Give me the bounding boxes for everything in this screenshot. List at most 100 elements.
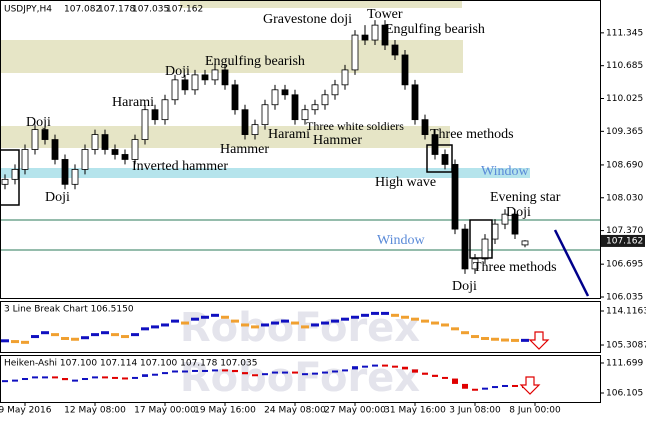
- zone: [0, 40, 463, 73]
- pattern-box: [469, 219, 493, 259]
- annotation: Doji: [45, 190, 70, 205]
- line-break-mark: [431, 321, 439, 325]
- y-tick-label: 110.025: [606, 94, 643, 104]
- annotation: Inverted hammer: [132, 159, 228, 174]
- heiken-ashi-bar: [292, 371, 298, 374]
- annotation: Window: [481, 164, 530, 179]
- heiken-ashi-bar: [32, 376, 38, 379]
- candle-body: [121, 154, 129, 160]
- header-low: 107.035: [132, 5, 169, 15]
- line-break-mark: [411, 317, 419, 321]
- line-break-mark: [151, 325, 159, 329]
- candle-body: [81, 149, 89, 170]
- line-break-mark: [351, 315, 359, 319]
- heiken-ashi-bar: [182, 370, 188, 373]
- line-break-mark: [461, 331, 469, 335]
- candle-body: [21, 149, 29, 170]
- watermark: RoboForex: [180, 355, 420, 401]
- annotation: Doji: [452, 279, 477, 294]
- heiken-ashi-bar: [162, 372, 168, 375]
- candle-body: [231, 84, 239, 111]
- line-break-mark: [91, 333, 99, 337]
- candle-body: [61, 159, 69, 185]
- price-label-box: [601, 234, 645, 247]
- candle-body: [11, 169, 19, 180]
- annotation: Three white soldiers: [306, 119, 404, 133]
- heiken-ashi-bar: [432, 374, 438, 377]
- candle-body: [411, 84, 419, 121]
- line-break-mark: [1, 339, 9, 343]
- candle-body: [371, 24, 379, 41]
- line-break-mark: [331, 319, 339, 323]
- arrow-icon: [528, 331, 550, 350]
- candle-body: [181, 79, 189, 91]
- candle-body: [501, 213, 509, 225]
- heiken-ashi-bar: [362, 365, 368, 368]
- candle-body: [281, 89, 289, 96]
- line-break-mark: [111, 333, 119, 337]
- candle-body: [201, 74, 209, 81]
- annotation: Evening star: [490, 190, 561, 205]
- candle-body: [301, 109, 309, 121]
- candle-body: [1, 178, 9, 185]
- line-break-mark: [401, 315, 409, 319]
- heiken-ashi-bar: [412, 369, 418, 373]
- candle-body: [91, 134, 99, 150]
- candle-body: [271, 89, 279, 106]
- heiken-ashi-bar: [492, 386, 498, 389]
- line-break-mark: [341, 317, 349, 321]
- line-break-mark: [501, 338, 509, 342]
- candle-body: [521, 240, 529, 246]
- annotation: Tower: [367, 7, 403, 22]
- candle-body: [381, 24, 389, 46]
- candle-body: [191, 74, 199, 91]
- pattern-box: [0, 149, 20, 206]
- line-break-mark: [491, 337, 499, 341]
- y-tick-label: 106.105: [606, 389, 643, 399]
- annotation: Doji: [26, 115, 51, 130]
- candle-body: [401, 54, 409, 86]
- main-header: USDJPY,H4 107.082 107.178 107.035 107.16…: [4, 5, 203, 15]
- heiken-ashi-bar: [232, 369, 238, 373]
- heiken-ashi-bar: [132, 376, 138, 379]
- y-tick-label: 111.699: [606, 358, 643, 368]
- annotation: Engulfing bearish: [385, 22, 485, 37]
- candle-body: [71, 169, 79, 185]
- y-tick-label: 109.365: [606, 127, 643, 137]
- candle-body: [41, 129, 49, 140]
- heiken-ashi-bar: [42, 376, 48, 379]
- heiken-ashi-bar: [92, 376, 98, 379]
- heiken-ashi-bar: [262, 373, 268, 376]
- heiken-ashi-bar: [282, 371, 288, 374]
- heiken-ashi-bar: [372, 364, 378, 367]
- annotation: Hammer: [220, 142, 269, 157]
- annotation: Three methods: [430, 127, 514, 142]
- heiken-ashi-bar: [112, 376, 118, 379]
- candle-body: [391, 44, 399, 56]
- candle-body: [471, 258, 479, 270]
- current-price: 107.162: [606, 236, 643, 246]
- line-break-mark: [191, 317, 199, 321]
- candle-body: [151, 109, 159, 121]
- line-break-mark: [521, 338, 529, 342]
- heiken-ashi-bar: [332, 370, 338, 373]
- candle-body: [251, 124, 259, 135]
- x-tick-label: 24 May 08:00: [264, 406, 326, 416]
- heiken-ashi-bar: [312, 372, 318, 375]
- watermark: RoboForex: [180, 305, 420, 351]
- line-break-mark: [511, 338, 519, 342]
- heiken-ashi-bar: [82, 378, 88, 381]
- line-break-mark: [71, 337, 79, 341]
- line-break-mark: [131, 333, 139, 337]
- heiken-ashi-bar: [352, 366, 358, 370]
- candle-body: [341, 69, 349, 86]
- heiken-ashi-bar: [2, 380, 8, 383]
- y-tick-label: 106.035: [606, 293, 643, 303]
- header-open: 107.082: [64, 5, 101, 15]
- line-break-mark: [181, 321, 189, 325]
- heiken-ashi-bar: [392, 365, 398, 368]
- line-break-mark: [61, 336, 69, 340]
- heiken-ashi-bar: [222, 369, 228, 372]
